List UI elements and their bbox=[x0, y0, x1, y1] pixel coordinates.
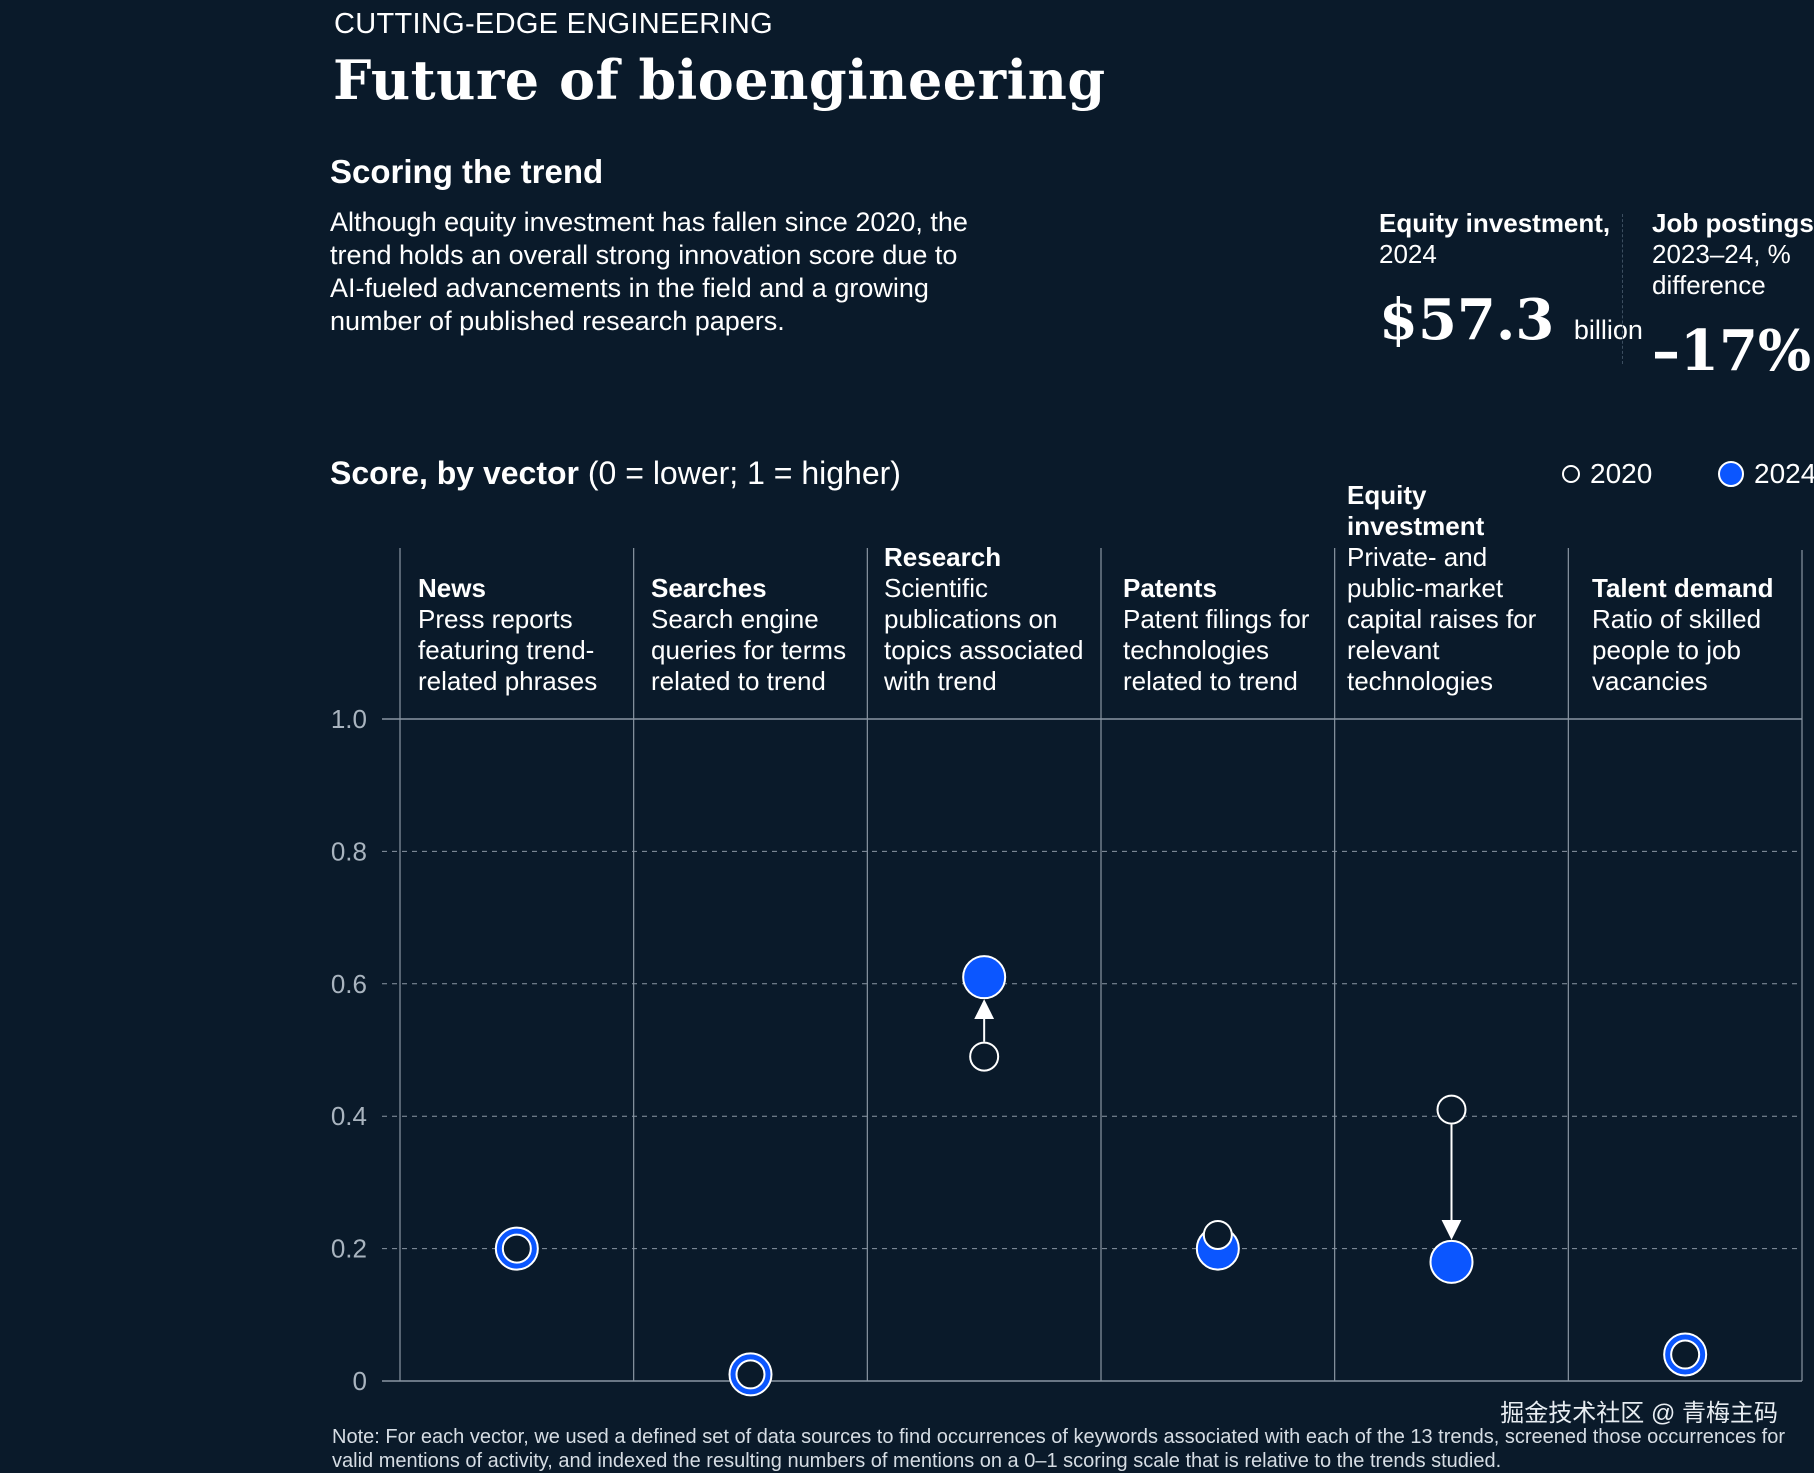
stat-unit: billion bbox=[1573, 315, 1643, 345]
legend-2024-label: 2024 bbox=[1754, 458, 1814, 489]
legend-2020-label: 2020 bbox=[1590, 458, 1653, 489]
stat-value: –17% bbox=[1652, 318, 1812, 384]
vector-description: Scientific publications on topics associ… bbox=[884, 573, 1084, 696]
y-tick-label: 0.2 bbox=[331, 1234, 367, 1264]
stat-value: $57.3 bbox=[1379, 287, 1555, 353]
stat-label-bold: Equity investment, bbox=[1379, 208, 1611, 238]
summary-heading: Scoring the trend bbox=[330, 153, 604, 190]
stat-label-rest: 2024 bbox=[1379, 239, 1437, 269]
vector-description: Press reports featuring trend-related ph… bbox=[418, 604, 598, 696]
vector-name: Talent demand bbox=[1592, 573, 1774, 603]
y-tick-label: 0 bbox=[353, 1366, 367, 1396]
vector-name: News bbox=[418, 573, 486, 603]
point-2024 bbox=[962, 955, 1007, 1000]
point-2020 bbox=[1202, 1219, 1233, 1250]
point-2020 bbox=[735, 1359, 766, 1390]
legend-2024-marker-icon bbox=[1718, 461, 1744, 487]
footnote: Note: For each vector, we used a defined… bbox=[332, 1426, 1786, 1472]
column-header-talent-demand: Talent demand Ratio of skilled people to… bbox=[1592, 573, 1807, 697]
column-header-searches: Searches Search engine queries for terms… bbox=[651, 573, 866, 697]
point-2024 bbox=[1429, 1239, 1474, 1284]
column-header-patents: Patents Patent filings for technologies … bbox=[1123, 573, 1338, 697]
vector-description: Ratio of skilled people to job vacancies bbox=[1592, 604, 1762, 696]
y-tick-label: 1.0 bbox=[331, 704, 367, 734]
column-header-equity-investment: Equity investment Private- and public-ma… bbox=[1347, 480, 1562, 697]
y-tick-label: 0.6 bbox=[331, 969, 367, 999]
point-2020 bbox=[1436, 1094, 1467, 1125]
vector-description: Patent filings for technologies related … bbox=[1123, 604, 1310, 696]
vector-name: Equity investment bbox=[1347, 480, 1485, 541]
chart-heading: Score, by vector (0 = lower; 1 = higher) bbox=[330, 455, 901, 492]
point-2020 bbox=[501, 1233, 532, 1264]
legend-2020-marker-icon bbox=[1562, 465, 1580, 483]
stat-divider bbox=[1622, 214, 1623, 364]
vector-description: Private- and public-market capital raise… bbox=[1347, 542, 1537, 696]
summary-text: Although equity investment has fallen si… bbox=[330, 207, 968, 336]
stat-job-postings: Job postings, 2023–24, % difference –17% bbox=[1652, 208, 1814, 381]
y-tick-label: 0.4 bbox=[331, 1101, 367, 1131]
page-title: Future of bioengineering bbox=[333, 48, 1106, 112]
stat-equity-investment: Equity investment, 2024 $57.3 billion bbox=[1379, 208, 1643, 360]
column-header-research: Research Scientific publications on topi… bbox=[884, 542, 1099, 697]
legend-item-2024: 2024 bbox=[1718, 458, 1814, 490]
vector-description: Search engine queries for terms related … bbox=[651, 604, 847, 696]
stat-label-bold: Job postings, bbox=[1652, 208, 1814, 238]
eyebrow-label: CUTTING-EDGE ENGINEERING bbox=[334, 8, 773, 40]
watermark: 掘金技术社区 @ 青梅主码 bbox=[1500, 1400, 1778, 1427]
legend-item-2020: 2020 bbox=[1562, 458, 1652, 490]
vector-name: Research bbox=[884, 542, 1002, 572]
vector-name: Searches bbox=[651, 573, 767, 603]
vector-name: Patents bbox=[1123, 573, 1217, 603]
stat-label-rest: 2023–24, % difference bbox=[1652, 239, 1791, 300]
y-tick-label: 0.8 bbox=[331, 836, 367, 866]
chart-heading-rest: (0 = lower; 1 = higher) bbox=[579, 455, 901, 491]
point-2020 bbox=[1670, 1339, 1701, 1370]
column-header-news: News Press reports featuring trend-relat… bbox=[418, 573, 633, 697]
chart-heading-bold: Score, by vector bbox=[330, 455, 579, 491]
point-2020 bbox=[969, 1041, 1000, 1072]
